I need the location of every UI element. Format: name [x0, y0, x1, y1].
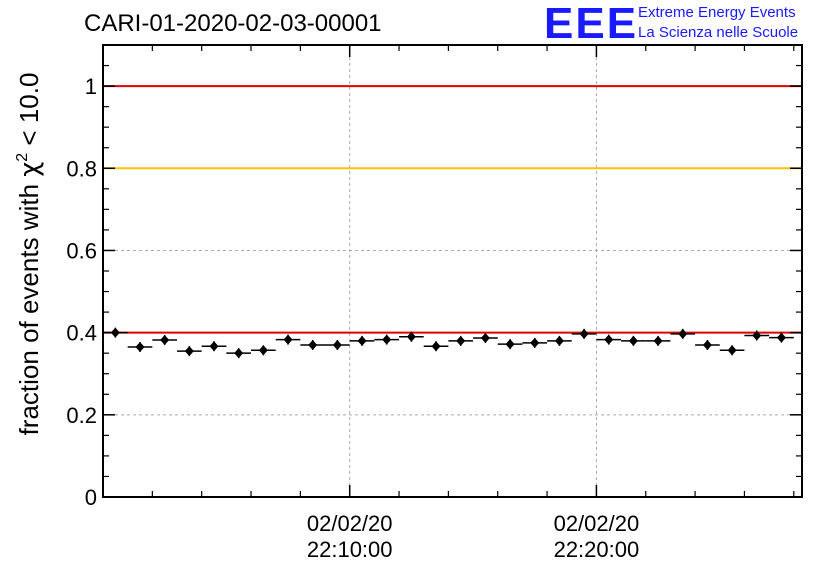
data-point-marker — [530, 337, 540, 348]
data-point — [769, 332, 794, 343]
data-point-marker — [480, 332, 490, 343]
data-point — [127, 342, 153, 353]
x-tick-label-date: 02/02/20 — [554, 511, 640, 536]
data-point-marker — [283, 334, 293, 345]
data-point — [473, 332, 498, 343]
data-point — [251, 345, 276, 356]
data-point-marker — [653, 335, 663, 346]
data-point-marker — [308, 339, 318, 350]
data-point — [103, 327, 128, 338]
data-point-marker — [456, 335, 466, 346]
data-point-marker — [628, 335, 638, 346]
data-point-marker — [357, 335, 367, 346]
data-point-marker — [110, 327, 120, 338]
data-point-marker — [184, 346, 194, 357]
data-point — [325, 339, 350, 350]
data-point — [201, 341, 227, 352]
data-point — [423, 341, 449, 352]
data-point — [645, 335, 671, 346]
data-point-marker — [382, 334, 392, 345]
y-tick-label: 0.8 — [66, 156, 97, 181]
data-point-marker — [604, 334, 614, 345]
x-tick-label-time: 22:10:00 — [307, 537, 393, 562]
data-point-marker — [160, 335, 170, 346]
data-point — [571, 328, 597, 339]
y-tick-label: 0.2 — [66, 403, 97, 428]
data-point — [177, 346, 202, 357]
data-point-marker — [678, 328, 688, 339]
data-point-marker — [209, 341, 219, 352]
data-point — [300, 339, 326, 350]
y-tick-label: 0.4 — [66, 321, 97, 346]
data-point — [374, 334, 400, 345]
data-point-marker — [431, 341, 441, 352]
data-point — [596, 334, 622, 345]
data-points — [103, 327, 794, 359]
data-point-marker — [554, 335, 564, 346]
data-point-marker — [752, 330, 762, 341]
axis-ticks — [103, 45, 802, 498]
logo-line-1: Extreme Energy Events — [638, 4, 796, 21]
eee-logo-letters: EEE — [544, 0, 639, 48]
y-tick-labels: 0 0.2 0.4 0.6 0.8 1 — [66, 74, 97, 510]
x-tick-label-time: 22:20:00 — [554, 537, 640, 562]
data-point — [448, 335, 474, 346]
data-point — [226, 348, 252, 359]
data-point — [719, 345, 745, 356]
data-point — [621, 335, 646, 346]
data-point-marker — [727, 345, 737, 356]
data-point — [497, 339, 523, 350]
x-tick-label-date: 02/02/20 — [307, 511, 393, 536]
data-point — [744, 330, 770, 341]
data-point-marker — [776, 332, 786, 343]
data-point — [547, 335, 572, 346]
data-point-marker — [258, 345, 268, 356]
data-point-marker — [505, 339, 515, 350]
plot-frame — [102, 44, 803, 498]
y-tick-label: 0.6 — [66, 238, 97, 263]
data-point — [695, 339, 720, 350]
reference-lines — [103, 85, 802, 334]
y-tick-label: 1 — [85, 74, 97, 99]
data-point — [349, 335, 375, 346]
data-point-marker — [406, 331, 416, 342]
data-point-marker — [234, 348, 244, 359]
grid-lines — [103, 45, 802, 497]
data-point — [522, 337, 548, 348]
chart-title: CARI-01-2020-02-03-00001 — [84, 10, 382, 37]
data-point-marker — [135, 342, 145, 353]
data-point-marker — [332, 339, 342, 350]
logo-line-2: La Scienza nelle Scuole — [638, 24, 799, 41]
data-point-marker — [579, 328, 589, 339]
data-point-marker — [702, 339, 712, 350]
y-tick-label: 0 — [85, 485, 97, 510]
data-point — [152, 335, 178, 346]
data-point — [275, 334, 301, 345]
data-point — [670, 328, 696, 339]
y-axis-label: fraction of events with χ2 < 10.0 — [14, 73, 45, 436]
data-point — [399, 331, 424, 342]
